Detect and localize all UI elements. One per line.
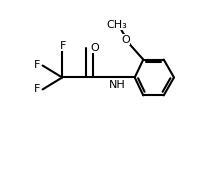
Text: F: F	[60, 41, 66, 51]
Text: F: F	[34, 60, 41, 70]
Text: O: O	[121, 35, 130, 45]
Text: F: F	[34, 84, 41, 94]
Text: O: O	[91, 43, 99, 53]
Text: CH₃: CH₃	[106, 20, 127, 30]
Text: NH: NH	[108, 80, 125, 90]
